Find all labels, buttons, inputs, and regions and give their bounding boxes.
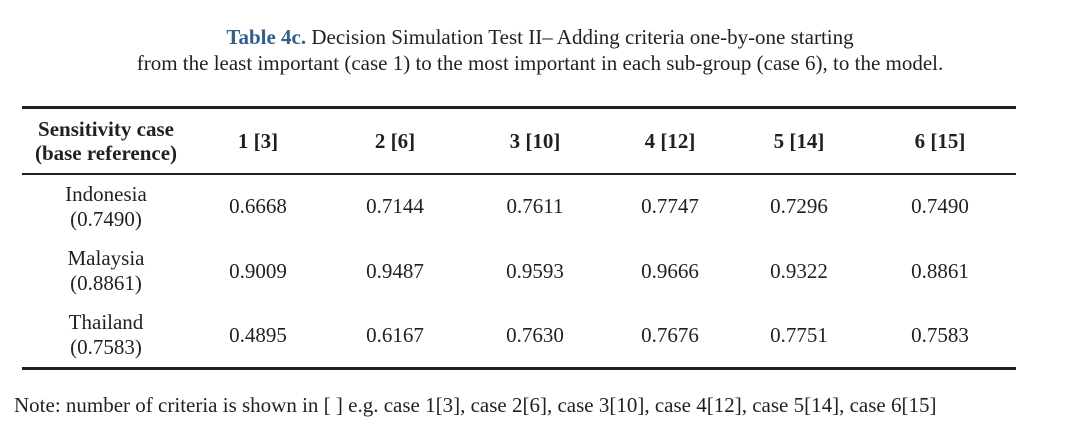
table-cell: 0.9487 <box>366 258 424 283</box>
header-line-1: Sensitivity case <box>38 116 174 141</box>
caption-line-2: from the least important (case 1) to the… <box>136 51 944 75</box>
table-cell: 0.9593 <box>506 258 564 283</box>
table-cell: 0.4895 <box>229 322 287 347</box>
header-line-2: (base reference) <box>34 140 178 165</box>
header-case-5: 5 [14] <box>773 128 825 153</box>
table-cell: 0.7583 <box>911 322 969 347</box>
table-row-indonesia: Indonesia (0.7490) 0.6668 0.7144 0.7611 … <box>22 174 1016 239</box>
table-cell: 0.7611 <box>506 194 564 218</box>
table-caption: Table 4c. Decision Simulation Test II– A… <box>0 24 1080 76</box>
table-row-thailand: Thailand (0.7583) 0.4895 0.6167 0.7630 0… <box>22 304 1016 369</box>
header-case-2: 2 [6] <box>374 128 416 153</box>
header-case-1: 1 [3] <box>237 128 279 153</box>
table-cell: 0.8861 <box>911 258 969 283</box>
caption-label: Table 4c. <box>226 25 307 49</box>
table-cell: 0.7296 <box>770 194 828 218</box>
table-cell: 0.6668 <box>229 194 287 218</box>
table-cell: 0.7144 <box>366 194 424 218</box>
header-case-3: 3 [10] <box>509 128 561 153</box>
country-name: Indonesia <box>65 181 147 206</box>
country-name: Thailand <box>68 310 144 335</box>
base-reference: (0.8861) <box>70 271 142 295</box>
table-cell: 0.9009 <box>229 258 287 283</box>
country-name: Malaysia <box>67 246 145 270</box>
table-cell: 0.7490 <box>911 194 969 218</box>
row-label: Indonesia (0.7490) <box>22 174 190 239</box>
table-header-row: Sensitivity case (base reference) 1 [3] … <box>22 108 1016 174</box>
sensitivity-table: Sensitivity case (base reference) 1 [3] … <box>22 106 1016 370</box>
table-cell: 0.9322 <box>770 258 828 283</box>
row-label: Malaysia (0.8861) <box>22 239 190 304</box>
base-reference: (0.7490) <box>70 206 142 231</box>
caption-text-1: Decision Simulation Test II– Adding crit… <box>306 25 854 49</box>
table-cell: 0.9666 <box>641 258 699 283</box>
table-cell: 0.7630 <box>506 322 564 347</box>
header-sensitivity-case: Sensitivity case (base reference) <box>22 108 190 174</box>
caption-line-1: Table 4c. Decision Simulation Test II– A… <box>0 24 1080 50</box>
table-cell: 0.7751 <box>770 322 828 347</box>
table-cell: 0.7747 <box>641 194 699 218</box>
table-row-malaysia: Malaysia (0.8861) 0.9009 0.9487 0.9593 0… <box>22 239 1016 304</box>
base-reference: (0.7583) <box>70 335 142 360</box>
row-label: Thailand (0.7583) <box>22 304 190 369</box>
table-note: Note: number of criteria is shown in [ ]… <box>14 393 937 417</box>
table-cell: 0.7676 <box>641 322 699 347</box>
table-cell: 0.6167 <box>366 322 424 347</box>
header-case-4: 4 [12] <box>644 128 696 153</box>
header-case-6: 6 [15] <box>914 128 966 153</box>
